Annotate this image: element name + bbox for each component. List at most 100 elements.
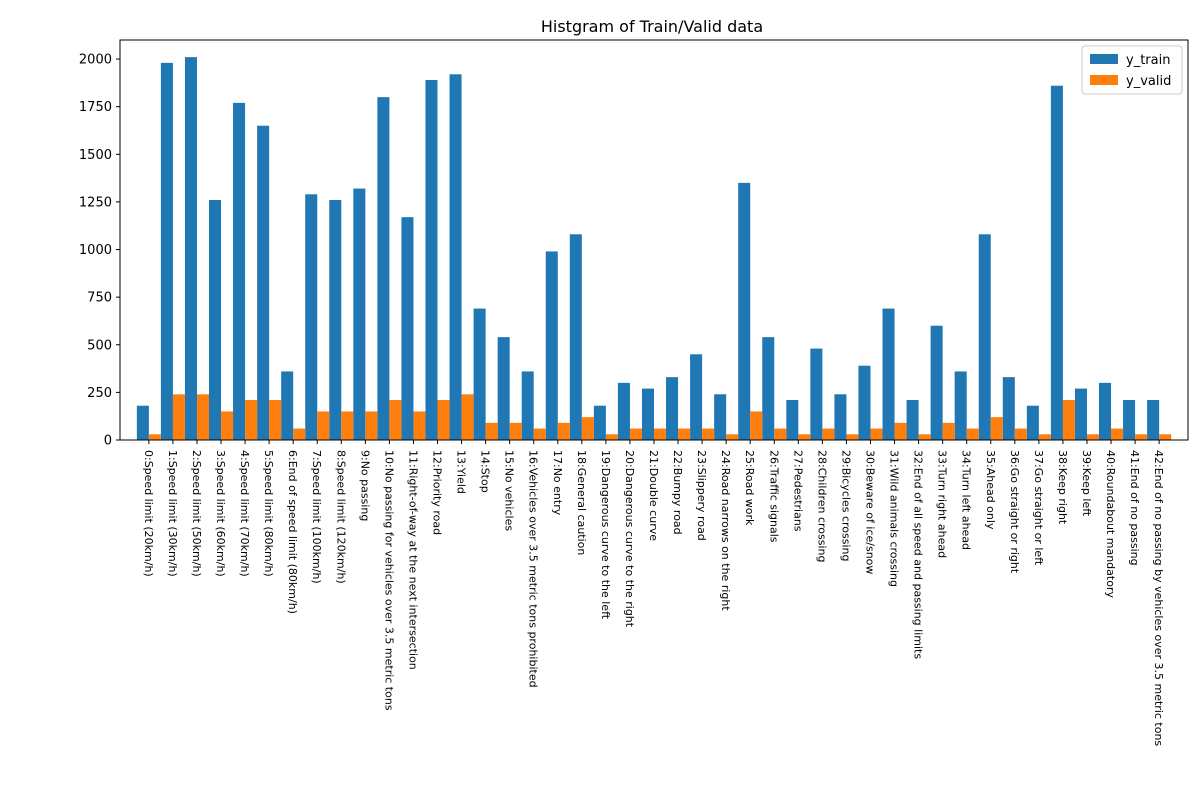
bar-y-valid-4	[245, 400, 258, 440]
bar-y-valid-15	[509, 422, 522, 440]
bar-y-valid-12	[437, 400, 450, 440]
x-axis: 0:Speed limit (20km/h) 1:Speed limit (30k…	[142, 440, 1165, 746]
bar-y-valid-10	[389, 400, 402, 440]
bar-y-valid-40	[1111, 428, 1124, 440]
bar-y-valid-35	[990, 417, 1003, 440]
y-tick-label: 2000	[79, 53, 112, 68]
x-tick-label: 15:No vehicles	[503, 450, 516, 531]
chart-title: Histgram of Train/Valid data	[541, 17, 763, 36]
bar-y-valid-11	[413, 411, 426, 440]
bar-y-valid-26	[774, 428, 787, 440]
x-tick-label: 25:Road work	[743, 450, 756, 526]
x-tick-label: 23:Slippery road	[695, 450, 708, 541]
x-tick-label: 11:Right-of-way at the next intersection	[406, 450, 419, 670]
bar-y-train-36	[1002, 377, 1015, 440]
bar-y-valid-2	[196, 394, 209, 440]
bar-y-train-18	[569, 234, 582, 440]
y-tick-label: 1750	[79, 100, 112, 115]
bar-y-train-8	[329, 200, 342, 440]
x-tick-label: 5:Speed limit (80km/h)	[262, 450, 275, 577]
bar-y-valid-14	[485, 422, 498, 440]
x-tick-label: 9:No passing	[358, 450, 371, 521]
bar-y-valid-18	[581, 417, 594, 440]
x-tick-label: 19:Dangerous curve to the left	[599, 450, 612, 620]
bar-y-train-5	[257, 125, 270, 441]
x-tick-label: 27:Pedestrians	[791, 450, 804, 532]
x-tick-label: 24:Road narrows on the right	[719, 450, 732, 611]
bar-y-train-3	[209, 200, 222, 440]
bar-y-valid-22	[678, 428, 691, 440]
bar-y-train-34	[954, 371, 967, 440]
bar-y-train-28	[810, 348, 823, 440]
bar-y-train-6	[281, 371, 294, 440]
x-tick-label: 36:Go straight or right	[1008, 450, 1021, 574]
bar-y-train-42	[1147, 400, 1160, 440]
bar-y-valid-6	[293, 428, 306, 440]
x-tick-label: 29:Bicycles crossing	[839, 450, 852, 562]
bar-y-train-9	[353, 188, 366, 440]
x-tick-label: 6:End of speed limit (80km/h)	[286, 450, 299, 614]
bar-y-train-14	[473, 308, 486, 440]
bar-y-train-38	[1050, 85, 1063, 441]
bar-y-train-24	[714, 394, 727, 440]
x-tick-label: 26:Traffic signals	[767, 450, 780, 543]
x-tick-label: 16:Vehicles over 3.5 metric tons prohibi…	[527, 450, 540, 688]
bar-y-train-30	[858, 365, 871, 440]
bar-y-train-27	[786, 400, 799, 440]
x-tick-label: 34:Turn left ahead	[960, 450, 973, 550]
bar-y-valid-3	[221, 411, 234, 440]
bar-y-valid-5	[269, 400, 282, 440]
bar-y-train-13	[449, 74, 462, 440]
x-tick-label: 40:Roundabout mandatory	[1104, 450, 1117, 598]
bar-y-train-41	[1123, 400, 1136, 440]
x-tick-label: 14:Stop	[479, 450, 492, 493]
legend-swatch-y-valid	[1090, 75, 1118, 85]
x-tick-label: 39:Keep left	[1080, 450, 1093, 517]
bar-y-train-33	[930, 325, 943, 440]
bar-y-valid-20	[629, 428, 642, 440]
bar-y-valid-28	[822, 428, 835, 440]
x-tick-label: 33:Turn right ahead	[936, 450, 949, 558]
x-tick-label: 32:End of all speed and passing limits	[912, 450, 925, 659]
bar-y-train-31	[882, 308, 895, 440]
bar-y-train-15	[497, 337, 510, 440]
bar-y-valid-30	[870, 428, 883, 440]
x-tick-label: 30:Beware of ice/snow	[863, 450, 876, 574]
x-tick-label: 17:No entry	[551, 450, 564, 516]
bar-y-valid-1	[172, 394, 185, 440]
x-tick-label: 18:General caution	[575, 450, 588, 555]
bar-y-train-4	[233, 102, 246, 441]
legend-label-y-valid: y_valid	[1126, 74, 1171, 89]
y-axis: 0 250 500 750 1000 1250 1500 1750 2000	[79, 53, 120, 449]
x-tick-label: 38:Keep right	[1056, 450, 1069, 525]
bar-y-train-23	[690, 354, 703, 440]
x-tick-label: 10:No passing for vehicles over 3.5 metr…	[382, 450, 395, 711]
x-tick-label: 20:Dangerous curve to the right	[623, 450, 636, 628]
bar-y-valid-36	[1014, 428, 1027, 440]
legend-swatch-y-train	[1090, 54, 1118, 64]
x-tick-label: 1:Speed limit (30km/h)	[166, 450, 179, 577]
y-tick-label: 250	[87, 386, 112, 401]
bar-y-train-32	[906, 400, 919, 440]
bar-y-valid-16	[533, 428, 546, 440]
y-tick-label: 750	[87, 291, 112, 306]
x-tick-label: 21:Double curve	[647, 450, 660, 541]
bar-y-valid-42	[1159, 434, 1172, 440]
bars-group	[136, 57, 1172, 441]
x-tick-label: 28:Children crossing	[815, 450, 828, 563]
bar-y-train-12	[425, 80, 438, 440]
x-tick-label: 4:Speed limit (70km/h)	[238, 450, 251, 577]
bar-y-train-17	[545, 251, 558, 440]
bar-y-train-2	[184, 57, 197, 440]
x-tick-label: 0:Speed limit (20km/h)	[142, 450, 155, 577]
bar-y-valid-34	[966, 428, 979, 440]
y-tick-label: 1500	[79, 148, 112, 163]
x-tick-label: 13:Yield	[455, 450, 468, 494]
bar-y-train-29	[834, 394, 847, 440]
bar-y-valid-37	[1038, 434, 1051, 440]
y-tick-label: 500	[87, 338, 112, 353]
x-tick-label: 31:Wild animals crossing	[888, 450, 901, 587]
x-tick-label: 35:Ahead only	[984, 450, 997, 530]
bar-y-train-7	[305, 194, 318, 440]
